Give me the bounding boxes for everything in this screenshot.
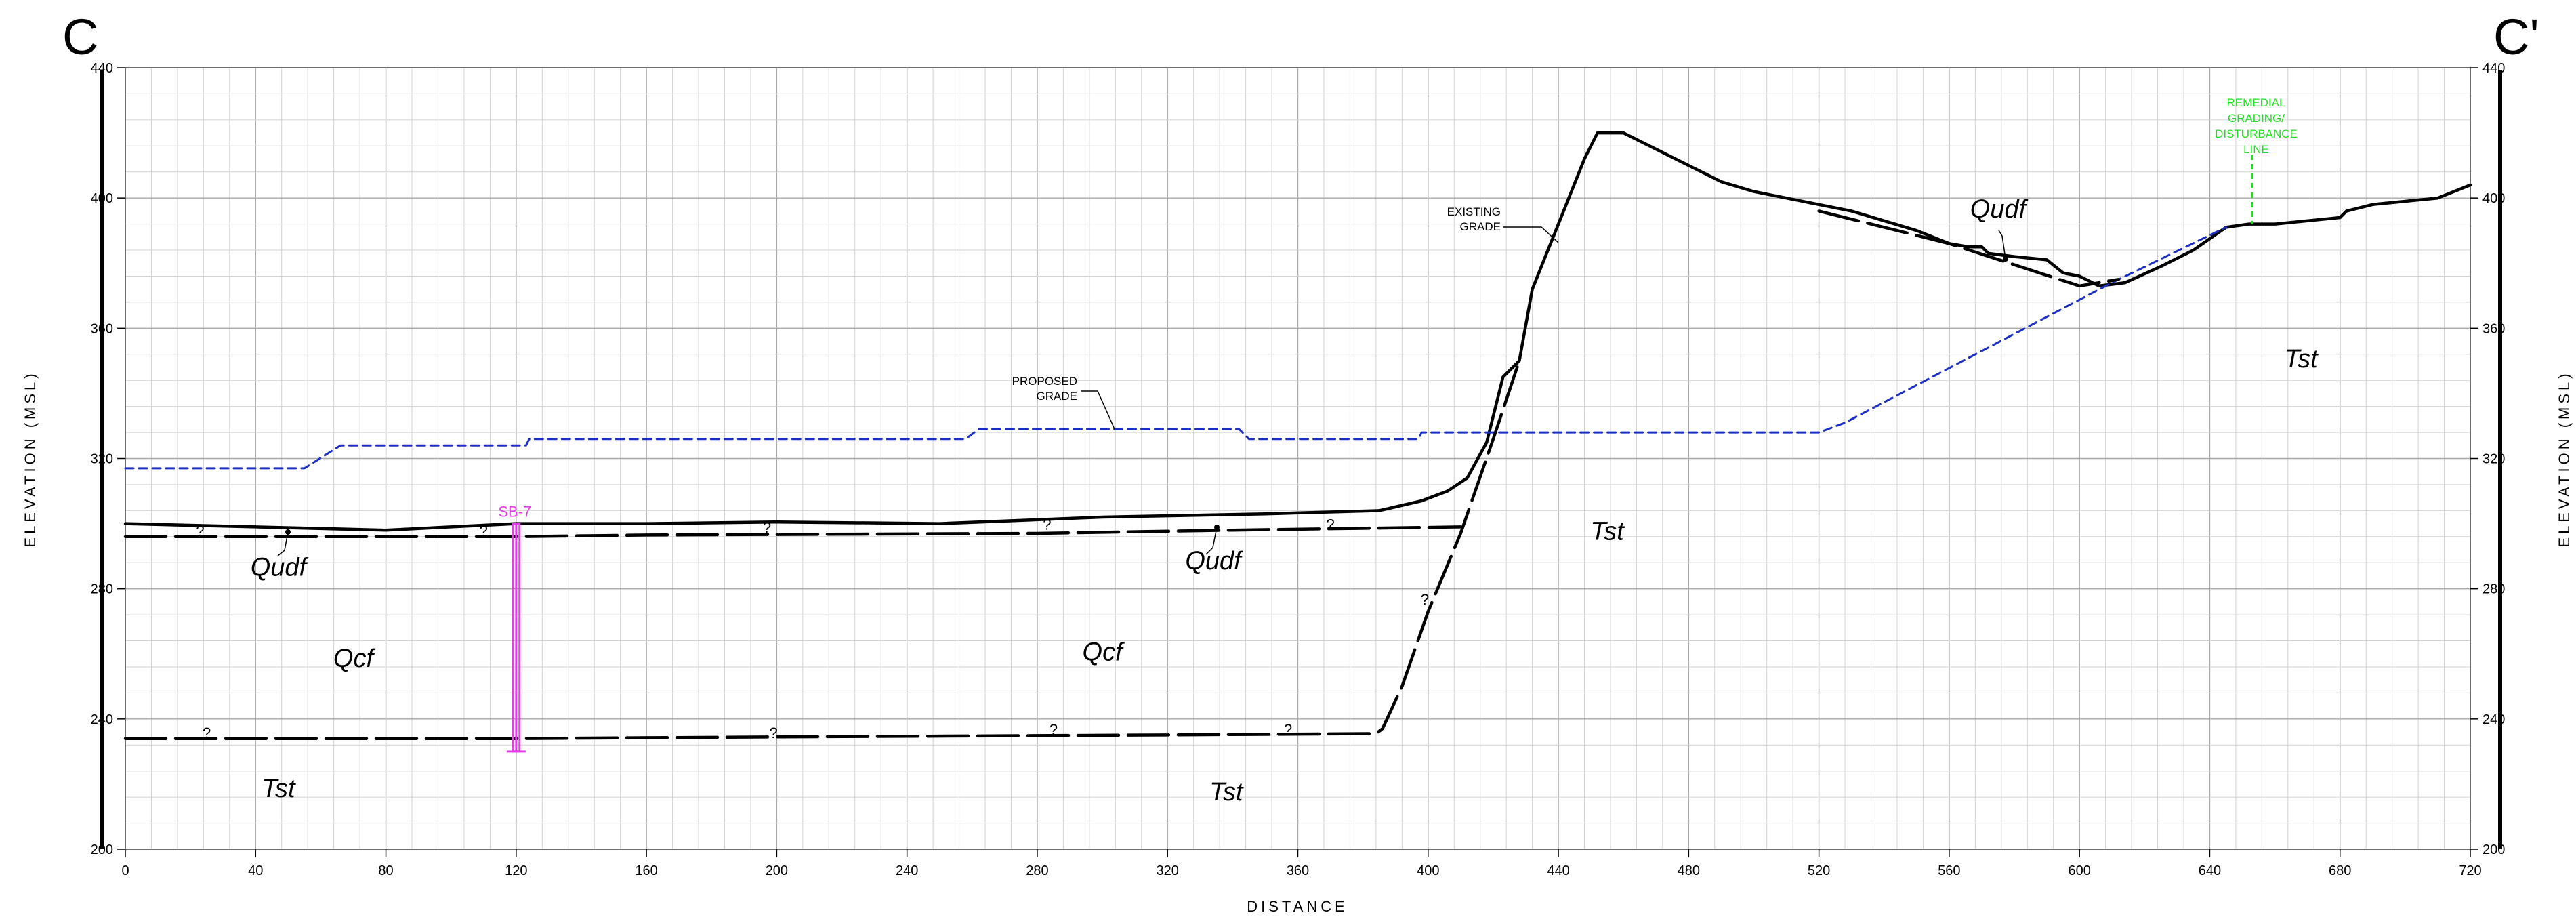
question-marks: ?????????? — [196, 516, 1429, 741]
qudf-leader-left-dot — [285, 529, 291, 535]
x-tick-label: 200 — [766, 863, 788, 878]
x-tick-label: 360 — [1287, 863, 1309, 878]
x-tick-label: 520 — [1808, 863, 1830, 878]
unit-label-qcf: Qcf — [1083, 638, 1125, 666]
question-mark: ? — [1284, 721, 1292, 738]
section-letter-left: C — [62, 9, 98, 65]
y-tick-label-right: 400 — [2482, 191, 2505, 206]
y-axis-title-right: ELEVATION (MSL) — [2556, 370, 2573, 547]
proposed-grade-leader — [1081, 390, 1115, 430]
y-tick-label-left: 320 — [91, 452, 113, 467]
y-tick-label-left: 240 — [91, 712, 113, 727]
x-tick-label: 480 — [1678, 863, 1700, 878]
qudf-leader-middle-dot — [1214, 525, 1220, 530]
y-tick-label-left: 200 — [91, 842, 113, 857]
grid — [125, 67, 2471, 850]
x-tick-label: 0 — [121, 863, 129, 878]
qudf-leader-left — [277, 531, 289, 556]
series-line-qudf-tst-contact-upper- — [1817, 209, 2121, 288]
unit-label-tst: Tst — [1209, 778, 1244, 806]
question-mark: ? — [1050, 721, 1058, 738]
x-tick-label: 120 — [505, 863, 527, 878]
y-tick-label-right: 320 — [2482, 452, 2505, 467]
qudf-leader-middle — [1205, 527, 1218, 555]
series-line-existing-grade — [123, 131, 2472, 532]
y-tick-label-left: 400 — [91, 191, 113, 206]
series-line-qudf-qcf-contact — [123, 525, 1463, 539]
question-mark: ? — [203, 724, 211, 741]
x-tick-label: 320 — [1157, 863, 1179, 878]
x-tick-label: 720 — [2459, 863, 2481, 878]
x-axis-title: DISTANCE — [1247, 898, 1348, 915]
x-tick-label: 80 — [378, 863, 393, 878]
question-mark: ? — [1326, 516, 1334, 533]
qudf-leader-right — [1998, 230, 2006, 260]
y-tick-label-right: 200 — [2482, 842, 2505, 857]
unit-label-qudf: Qudf — [251, 553, 309, 581]
unit-label-tst: Tst — [2284, 345, 2319, 373]
x-tick-label: 560 — [1938, 863, 1960, 878]
existing-grade-leader — [1503, 226, 1559, 243]
series-line-proposed-grade — [124, 226, 2227, 470]
y-tick-label-right: 240 — [2482, 712, 2505, 727]
x-tick-label: 680 — [2329, 863, 2351, 878]
proposed-grade-label-line1: PROPOSED — [1012, 375, 1077, 388]
question-mark: ? — [480, 523, 488, 539]
existing-grade-label-line1: EXISTING — [1447, 205, 1501, 218]
series-line-qcf-tst-contact — [123, 359, 1521, 740]
x-tick-label: 400 — [1417, 863, 1439, 878]
remedial-label-line1: REMEDIAL — [2227, 96, 2286, 109]
remedial-label-line3: DISTURBANCE — [2215, 127, 2298, 140]
geologic-unit-labels: Qudf Qudf Qudf Qcf Qcf Tst Tst Tst Tst — [251, 195, 2319, 806]
question-mark: ? — [196, 523, 204, 539]
y-tick-label-right: 440 — [2482, 61, 2505, 76]
y-tick-label-right: 280 — [2482, 582, 2505, 597]
y-tick-label-left: 360 — [91, 321, 113, 336]
remedial-label-line2: GRADING/ — [2228, 112, 2285, 125]
question-mark: ? — [763, 519, 771, 536]
existing-grade-label-line2: GRADE — [1460, 220, 1501, 233]
question-mark: ? — [769, 724, 777, 741]
unit-label-qudf: Qudf — [1185, 547, 1243, 575]
qudf-leader-right-dot — [2003, 256, 2008, 262]
proposed-grade-label-line2: GRADE — [1037, 390, 1077, 403]
y-tick-label-right: 360 — [2482, 321, 2505, 336]
unit-label-qudf: Qudf — [1970, 195, 2029, 224]
x-tick-label: 600 — [2068, 863, 2090, 878]
y-tick-label-left: 280 — [91, 582, 113, 597]
axis-ticks: 0 40 80 120 160 200 240 280 320 360 400 440 480 520 56… — [91, 61, 2506, 878]
y-tick-label-left: 440 — [91, 61, 113, 76]
boring-sb-7: SB-7 — [498, 504, 531, 753]
y-axis-title-left: ELEVATION (MSL) — [22, 370, 39, 547]
x-tick-label: 160 — [635, 863, 657, 878]
x-tick-label: 280 — [1026, 863, 1048, 878]
section-letter-right: C' — [2493, 9, 2539, 65]
remedial-label-line4: LINE — [2243, 143, 2269, 156]
profile-lines — [123, 131, 2472, 740]
x-tick-label: 440 — [1547, 863, 1569, 878]
question-mark: ? — [1043, 516, 1051, 533]
x-tick-label: 240 — [896, 863, 918, 878]
x-tick-label: 40 — [248, 863, 263, 878]
question-mark: ? — [1421, 591, 1429, 608]
boring-label: SB-7 — [498, 504, 531, 520]
unit-label-tst: Tst — [1591, 518, 1625, 546]
unit-label-tst: Tst — [262, 775, 296, 803]
x-tick-label: 640 — [2199, 863, 2221, 878]
unit-label-qcf: Qcf — [333, 645, 376, 673]
